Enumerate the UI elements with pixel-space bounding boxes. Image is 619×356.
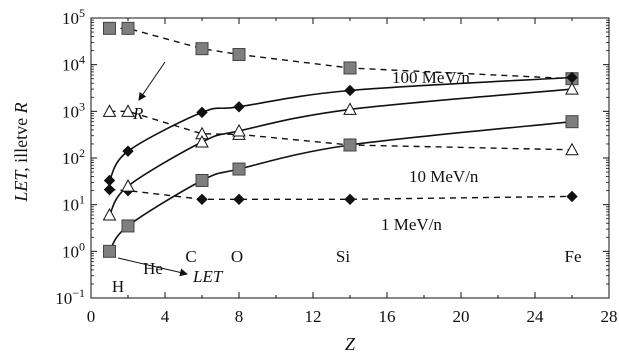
y-tick-label: 10−1: [55, 286, 85, 308]
diamond-marker: [344, 84, 356, 97]
y-tick-exponent: 5: [79, 6, 85, 20]
label-1-mev: 1 MeV/n: [381, 215, 442, 234]
element-label-fe: Fe: [565, 247, 582, 266]
element-label-si: Si: [336, 247, 350, 266]
y-tick-base: 10: [62, 149, 79, 168]
triangle-marker: [121, 179, 135, 192]
series-let-triangle: [102, 82, 579, 221]
y-tick-base: 10: [62, 242, 79, 261]
arrow-let: [117, 257, 188, 277]
y-tick-label: 103: [62, 99, 85, 121]
y-tick-exponent: −1: [72, 286, 85, 300]
triangle-marker: [121, 104, 135, 117]
y-tick-base: 10: [62, 9, 79, 28]
diamond-marker: [566, 190, 578, 203]
y-tick-base: 10: [62, 56, 79, 75]
diamond-marker: [233, 193, 245, 206]
series-line: [109, 27, 573, 80]
diamond-marker: [122, 145, 134, 157]
series-line: [109, 110, 573, 151]
diamond-marker: [196, 106, 208, 119]
label-r: R: [132, 104, 144, 123]
square-marker: [343, 61, 357, 75]
square-marker: [103, 21, 116, 35]
series-r-square: [103, 21, 579, 86]
y-tick-exponent: 0: [79, 239, 85, 253]
square-marker: [232, 162, 246, 176]
x-axis-label: Z: [345, 334, 356, 354]
y-tick-label: 105: [62, 6, 85, 28]
diamond-marker: [103, 174, 116, 187]
diamond-marker: [103, 183, 116, 196]
label-10-mev: 10 MeV/n: [409, 167, 479, 186]
y-tick-label: 101: [62, 193, 85, 215]
series-r-triangle: [102, 104, 579, 156]
y-tick-base: 10: [55, 289, 72, 308]
diamond-marker: [233, 101, 245, 113]
element-label-c: C: [185, 247, 196, 266]
x-tick-label: 0: [87, 307, 96, 326]
square-marker: [195, 42, 209, 56]
square-marker: [343, 138, 357, 152]
element-label-o: O: [231, 247, 243, 266]
square-marker: [121, 21, 135, 35]
y-tick-label: 102: [62, 146, 85, 168]
y-tick-base: 10: [62, 196, 79, 215]
y-tick-exponent: 1: [79, 193, 85, 207]
x-tick-label: 28: [601, 307, 618, 326]
y-axis-label: LET, illetve R: [11, 102, 31, 202]
y-tick-base: 10: [62, 102, 79, 121]
x-tick-label: 4: [161, 307, 170, 326]
diamond-marker: [344, 193, 356, 206]
x-tick-label: 8: [235, 307, 244, 326]
x-tick-label: 20: [453, 307, 470, 326]
series-line: [109, 188, 573, 200]
triangle-marker: [232, 123, 246, 137]
triangle-marker: [102, 207, 117, 221]
square-marker: [121, 219, 135, 233]
element-label-h: H: [112, 277, 124, 296]
y-tick-exponent: 2: [79, 146, 85, 160]
triangle-marker: [565, 82, 579, 95]
square-marker: [103, 244, 116, 258]
label-let: LET: [192, 267, 224, 286]
series-let-square: [103, 115, 579, 258]
x-tick-label: 24: [527, 307, 545, 326]
square-marker: [232, 48, 246, 62]
element-label-he: He: [143, 259, 163, 278]
series-line: [108, 120, 573, 252]
square-marker: [565, 115, 579, 129]
y-tick-label: 100: [62, 239, 85, 261]
y-tick-exponent: 4: [79, 53, 85, 67]
triangle-marker: [102, 104, 117, 117]
arrow-r: [138, 61, 166, 101]
x-tick-label: 16: [379, 307, 396, 326]
y-tick-exponent: 3: [79, 99, 85, 113]
triangle-marker: [565, 142, 579, 156]
triangle-marker: [343, 102, 357, 115]
diamond-marker: [196, 193, 208, 206]
series-let-diamond: [103, 71, 578, 187]
square-marker: [195, 173, 209, 187]
label-100-mev: 100 MeV/n: [392, 68, 470, 87]
y-tick-label: 104: [62, 53, 85, 75]
triangle-marker: [195, 134, 209, 148]
x-tick-label: 12: [305, 307, 322, 326]
